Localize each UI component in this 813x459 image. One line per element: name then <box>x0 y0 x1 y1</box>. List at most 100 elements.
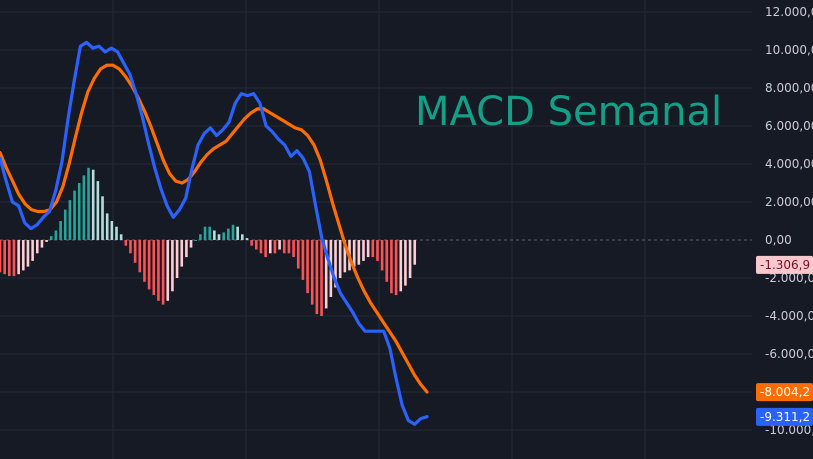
histogram-bar <box>119 234 123 240</box>
histogram-bar <box>408 240 412 278</box>
histogram-bar <box>222 232 225 240</box>
histogram-bar <box>12 240 16 277</box>
histogram-bar <box>180 240 184 267</box>
histogram-bar <box>68 200 72 240</box>
histogram-bar <box>175 240 179 278</box>
histogram-bar <box>147 240 151 290</box>
histogram-bar <box>26 240 30 267</box>
histogram-bar <box>31 240 34 261</box>
histogram-bar <box>54 230 58 240</box>
price-badge-label: -9.311,2 <box>760 410 810 424</box>
histogram-bar <box>310 240 314 305</box>
histogram-bar <box>259 240 263 254</box>
histogram-bar <box>385 240 389 282</box>
histogram-bar <box>390 240 393 294</box>
histogram-bar <box>334 240 337 288</box>
y-tick-label: -10.000,00 <box>765 423 813 437</box>
lines-layer <box>0 40 429 426</box>
histogram-bar <box>208 226 211 240</box>
histogram-bar <box>138 240 142 273</box>
histogram-bar <box>404 240 407 286</box>
histogram-bar <box>362 240 365 261</box>
y-tick-label: -4.000,00 <box>765 309 813 323</box>
histogram-bar <box>3 240 6 275</box>
macd-line <box>0 40 429 426</box>
histogram-bar <box>380 240 384 271</box>
histogram-bar <box>278 240 281 250</box>
price-badge-label: -1.306,9 <box>760 258 810 272</box>
histogram-bar <box>315 240 319 315</box>
histogram-bar <box>306 240 309 294</box>
histogram-bar <box>292 240 295 258</box>
histogram-bar <box>250 240 253 246</box>
histogram-bar <box>273 240 277 254</box>
histogram-bar <box>45 240 48 242</box>
histogram-bar <box>366 240 370 258</box>
y-tick-label: 2.000,00 <box>765 195 813 209</box>
histogram-bar <box>357 240 361 265</box>
histogram-bar <box>236 226 239 240</box>
histogram-bar <box>96 181 100 240</box>
histogram-bar <box>35 240 39 254</box>
histogram-bar <box>399 240 403 292</box>
histogram-bar <box>166 240 170 301</box>
price-badges: -1.306,9 -8.004,2 -9.311,2 <box>756 255 813 426</box>
histogram-bar <box>73 190 76 240</box>
price-badge <box>756 255 813 274</box>
histogram-bar <box>115 226 118 240</box>
signal-line <box>0 63 429 394</box>
histogram-bar <box>161 240 165 305</box>
histogram-bar <box>338 240 342 278</box>
histogram-bar <box>301 240 305 280</box>
y-tick-label: 0,00 <box>765 233 792 247</box>
histogram-bar <box>22 240 25 271</box>
histogram-bar <box>264 240 267 258</box>
histogram-bar <box>376 240 379 261</box>
y-tick-label: 8.000,00 <box>765 81 813 95</box>
histogram-bar <box>40 240 44 248</box>
histogram-bar <box>194 240 198 241</box>
y-tick-label: 12.000,00 <box>765 5 813 19</box>
histogram-bar <box>124 240 128 246</box>
histogram-bar <box>413 240 417 265</box>
histogram-bar <box>17 240 20 275</box>
y-tick-label: 4.000,00 <box>765 157 813 171</box>
histogram-bar <box>82 175 86 240</box>
histogram-bar <box>133 240 137 263</box>
histogram-bar <box>282 240 286 254</box>
y-tick-label: -6.000,00 <box>765 347 813 361</box>
histogram-bar <box>101 196 104 240</box>
histogram-bar <box>343 240 347 273</box>
chart-title: MACD Semanal <box>415 89 722 135</box>
histogram-bar <box>49 236 53 240</box>
histogram-bar <box>394 240 398 296</box>
histogram-layer <box>0 167 417 316</box>
histogram-bar <box>324 240 328 309</box>
histogram-bar <box>171 240 174 292</box>
histogram-bar <box>320 240 323 316</box>
histogram-bar <box>129 240 132 254</box>
histogram-bar <box>231 224 235 240</box>
histogram-bar <box>371 240 375 258</box>
histogram-bar <box>152 240 156 296</box>
histogram-bar <box>245 238 249 240</box>
histogram-bar <box>189 240 193 248</box>
histogram-bar <box>8 240 11 277</box>
histogram-bar <box>352 240 356 267</box>
price-badge <box>756 383 813 402</box>
histogram-bar <box>110 221 114 240</box>
y-axis[interactable]: 12.000,00 10.000,00 8.000,00 6.000,00 4.000,… <box>765 5 813 437</box>
histogram-bar <box>185 240 188 258</box>
y-tick-label: 6.000,00 <box>765 119 813 133</box>
histogram-bar <box>213 230 216 240</box>
grid-layer <box>0 0 752 459</box>
histogram-bar <box>105 213 109 240</box>
histogram-bar <box>241 234 244 240</box>
histogram-bar <box>77 183 81 240</box>
histogram-bar <box>217 234 221 240</box>
histogram-bar <box>255 240 258 250</box>
histogram-bar <box>157 240 160 301</box>
histogram-bar <box>63 209 67 240</box>
